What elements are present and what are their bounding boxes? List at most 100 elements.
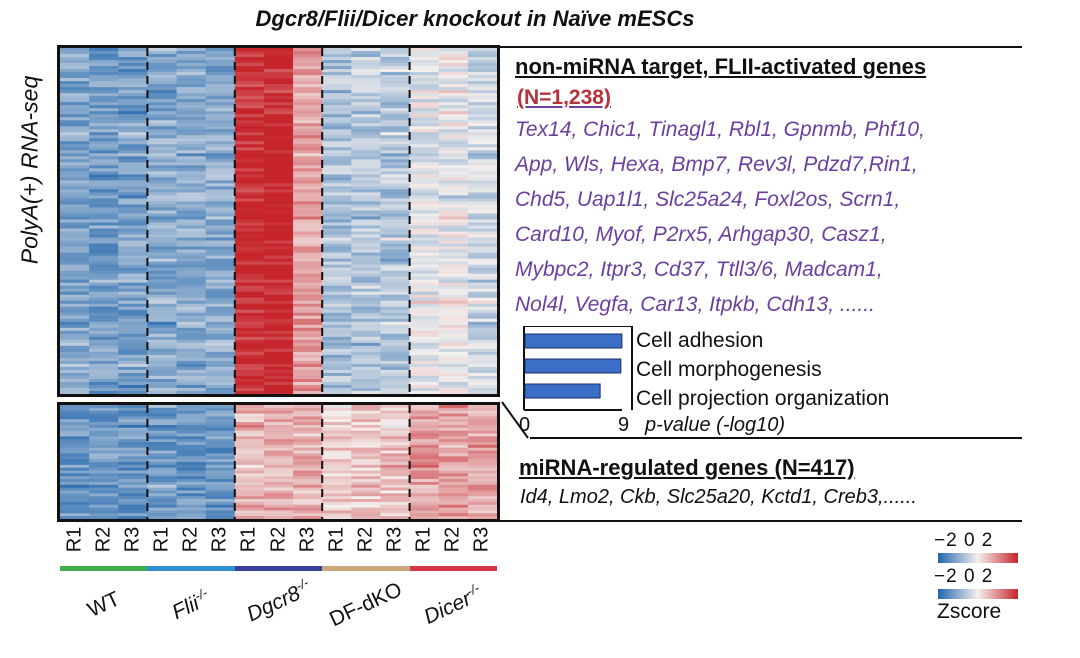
heatmap-cell (380, 105, 411, 109)
heatmap-cell (351, 422, 382, 426)
heatmap-cell (322, 165, 352, 169)
heatmap-cell (234, 165, 265, 169)
heatmap-cell (263, 129, 294, 133)
heatmap-cell (409, 165, 440, 169)
heatmap-cell (118, 422, 148, 426)
heatmap-cell (234, 264, 265, 269)
heatmap-cell (205, 75, 236, 79)
heatmap-cell (322, 84, 352, 88)
heatmap-cell (147, 324, 178, 329)
heatmap-cell (147, 72, 178, 76)
heatmap-cell (118, 120, 148, 124)
heatmap-cell (89, 237, 119, 242)
heatmap-cell (234, 204, 265, 209)
heatmap-cell (147, 51, 178, 55)
heatmap-cell (467, 490, 497, 494)
heatmap-cell (438, 255, 469, 260)
heatmap-cell (263, 138, 294, 142)
heatmap-cell (263, 327, 294, 332)
heatmap-cell (467, 348, 497, 353)
heatmap-cell (438, 516, 469, 519)
heatmap-cell (205, 213, 236, 218)
heatmap-cell (205, 476, 236, 480)
heatmap-cell (409, 114, 440, 118)
heatmap-cell (89, 81, 119, 85)
heatmap-cell (263, 126, 294, 130)
heatmap-cell (89, 439, 119, 443)
heatmap-cell (234, 436, 265, 440)
heatmap-cell (60, 90, 90, 94)
heatmap-cell (380, 234, 411, 239)
heatmap-cell (322, 156, 352, 160)
group-name: DF-dKO (325, 577, 406, 632)
heatmap-cell (438, 210, 469, 215)
heatmap-cell (147, 189, 178, 194)
heatmap-cell (467, 108, 497, 112)
heatmap-cell (380, 132, 411, 136)
heatmap-cell (147, 81, 178, 85)
group-label: Dgcr8-/- (242, 575, 315, 627)
heatmap-cell (351, 219, 382, 224)
heatmap-cell (205, 264, 236, 269)
heatmap-cell (205, 333, 236, 338)
heatmap-cell (118, 117, 148, 121)
heatmap-cell (60, 201, 90, 206)
heatmap-cell (234, 117, 265, 121)
heatmap-cell (467, 141, 497, 145)
heatmap-cell (322, 327, 352, 332)
heatmap-cell (322, 351, 352, 356)
heatmap-cell (467, 309, 497, 314)
heatmap-cell (438, 442, 469, 446)
heatmap-cell (351, 501, 382, 506)
heatmap-cell (234, 303, 265, 308)
heatmap-cell (118, 369, 148, 374)
heatmap-cell (118, 111, 148, 115)
heatmap-cell (89, 464, 119, 469)
replicate-label: R2 (354, 526, 377, 553)
heatmap-cell (293, 210, 323, 215)
heatmap-cell (263, 484, 294, 489)
heatmap-cell (118, 240, 148, 245)
heatmap-cell (118, 225, 148, 230)
heatmap-cell (118, 237, 148, 242)
heatmap-cell (467, 90, 497, 94)
heatmap-cell (293, 345, 323, 350)
heatmap-cell (322, 48, 352, 52)
heatmap-cell (380, 87, 411, 91)
heatmap-cell (234, 300, 265, 305)
heatmap-cell (234, 419, 265, 423)
heatmap-cell (380, 354, 411, 359)
heatmap-cell (380, 243, 411, 248)
heatmap-cell (234, 363, 265, 368)
heatmap-cell (438, 237, 469, 242)
heatmap-cell (118, 439, 148, 443)
heatmap-cell (322, 117, 352, 121)
heatmap-cell (322, 312, 352, 317)
heatmap-cell (205, 309, 236, 314)
heatmap-cell (351, 513, 382, 517)
heatmap-cell (147, 510, 178, 514)
heatmap-cell (467, 450, 497, 455)
heatmap-cell (409, 499, 440, 503)
heatmap-cell (438, 413, 469, 417)
heatmap-cell (234, 144, 265, 148)
heatmap-cell (263, 150, 294, 154)
heatmap-cell (118, 54, 148, 58)
heatmap-cell (176, 216, 207, 221)
heatmap-cell (263, 231, 294, 236)
heatmap-cell (60, 168, 90, 172)
heatmap-cell (205, 459, 236, 463)
heatmap-cell (351, 318, 382, 323)
mirna-gene-list: Id4, Lmo2, Ckb, Slc25a20, Kctd1, Creb3,.… (520, 486, 917, 508)
heatmap-cell (467, 204, 497, 209)
heatmap-cell (380, 318, 411, 323)
heatmap-cell (60, 60, 90, 64)
heatmap-cell (467, 294, 497, 299)
heatmap-cell (205, 186, 236, 191)
heatmap-cell (205, 444, 236, 449)
heatmap-cell (351, 183, 382, 187)
heatmap-cell (176, 279, 207, 284)
heatmap-cell (467, 222, 497, 227)
heatmap-cell (380, 487, 411, 492)
heatmap-cell (380, 462, 411, 466)
